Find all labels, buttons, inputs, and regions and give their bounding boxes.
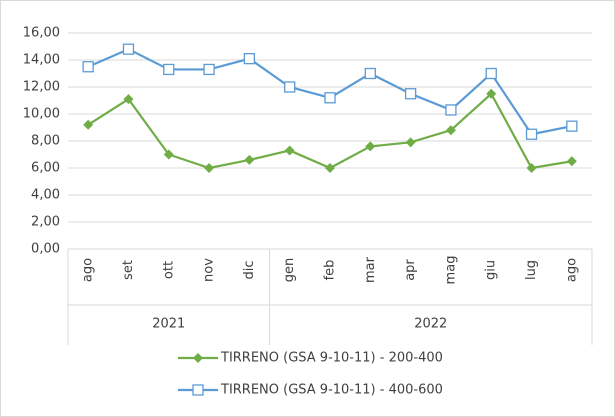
marker bbox=[193, 353, 203, 363]
marker bbox=[364, 67, 376, 80]
marker bbox=[325, 163, 335, 173]
x-tick-label: dic bbox=[242, 260, 257, 279]
x-tick-label: ago bbox=[81, 258, 96, 282]
marker bbox=[324, 92, 336, 104]
marker bbox=[83, 119, 94, 130]
marker bbox=[244, 154, 255, 165]
y-tick-label: 4,00 bbox=[31, 188, 60, 203]
y-tick-label: 0,00 bbox=[31, 242, 60, 257]
x-tick-label: mar bbox=[363, 256, 378, 283]
x-tick-label: ago bbox=[564, 258, 579, 282]
legend-entry: TIRRENO (GSA 9-10-11) - 400-600 bbox=[178, 383, 443, 398]
x-tick-label: giu bbox=[484, 260, 499, 280]
marker bbox=[203, 63, 215, 76]
x-tick-label: ott bbox=[161, 261, 176, 279]
legend-label: TIRRENO (GSA 9-10-11) - 400-600 bbox=[220, 383, 443, 398]
x-tick-label: feb bbox=[323, 260, 338, 281]
y-tick-label: 2,00 bbox=[31, 215, 60, 230]
marker bbox=[445, 125, 456, 136]
group-label: 2022 bbox=[414, 317, 447, 332]
x-tick-label: set bbox=[121, 260, 136, 280]
y-tick-label: 16,00 bbox=[23, 26, 60, 41]
x-tick-label: mag bbox=[443, 256, 458, 285]
x-tick-label: lug bbox=[524, 260, 539, 280]
marker bbox=[192, 384, 204, 396]
marker bbox=[525, 128, 538, 140]
x-tick-label: nov bbox=[202, 258, 217, 282]
marker bbox=[204, 163, 215, 173]
y-tick-label: 6,00 bbox=[31, 161, 60, 176]
marker bbox=[566, 156, 577, 167]
marker bbox=[122, 43, 135, 55]
y-tick-label: 10,00 bbox=[23, 107, 60, 122]
marker bbox=[526, 163, 537, 173]
marker bbox=[566, 120, 578, 132]
marker bbox=[243, 53, 256, 65]
y-tick-label: 8,00 bbox=[31, 134, 60, 149]
marker bbox=[404, 88, 417, 100]
legend-label: TIRRENO (GSA 9-10-11) - 200-400 bbox=[220, 351, 443, 366]
marker bbox=[485, 67, 497, 80]
group-label: 2021 bbox=[152, 317, 185, 332]
marker bbox=[284, 81, 296, 93]
marker bbox=[405, 137, 416, 148]
marker bbox=[163, 63, 175, 76]
marker bbox=[123, 94, 134, 105]
marker bbox=[284, 145, 295, 156]
y-tick-label: 12,00 bbox=[23, 80, 60, 95]
x-tick-label: apr bbox=[403, 259, 418, 281]
marker bbox=[486, 88, 497, 99]
marker bbox=[365, 141, 376, 152]
x-tick-label: gen bbox=[282, 258, 297, 283]
legend-entry: TIRRENO (GSA 9-10-11) - 200-400 bbox=[178, 351, 443, 366]
marker bbox=[82, 61, 94, 73]
marker bbox=[163, 149, 174, 160]
y-tick-label: 14,00 bbox=[23, 53, 60, 68]
marker bbox=[445, 104, 457, 116]
